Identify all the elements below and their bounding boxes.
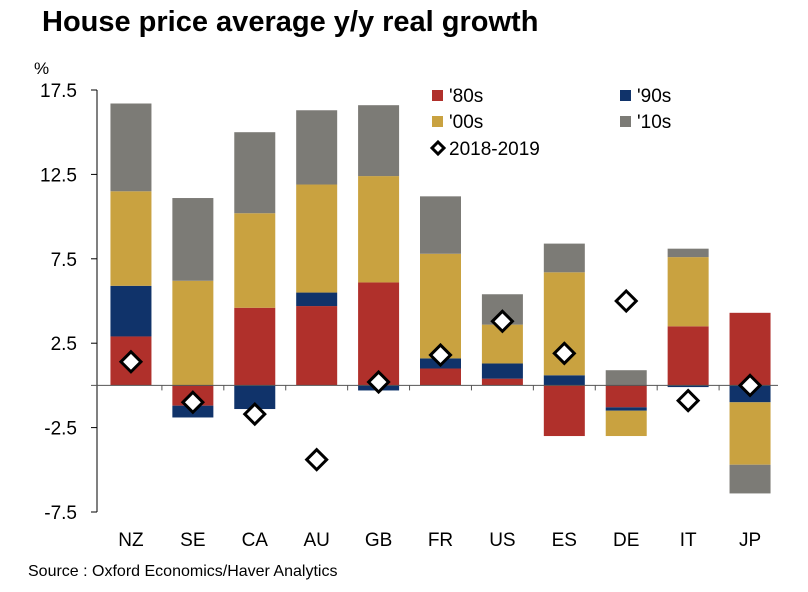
bar-segment-fr-10s — [420, 196, 461, 254]
bar-segment-es-80s — [543, 385, 585, 437]
x-tick-label-se: SE — [180, 530, 205, 551]
bar-segment-au-90s — [296, 292, 338, 307]
x-tick-label-fr: FR — [428, 530, 453, 551]
x-tick-label-it: IT — [680, 530, 697, 551]
bar-segment-ca-10s — [234, 132, 276, 214]
legend-swatch-80s — [432, 90, 443, 101]
x-tick-label-jp: JP — [739, 530, 761, 551]
bar-segment-au-80s — [296, 306, 338, 386]
bar-segment-it-10s — [667, 248, 709, 258]
legend-marker-2018-2019 — [429, 139, 447, 157]
legend-label-2018-2019: 2018-2019 — [449, 139, 540, 160]
bar-segment-gb-10s — [358, 105, 400, 177]
bar-segment-ca-00s — [234, 213, 276, 308]
y-tick-label: -7.5 — [44, 503, 77, 524]
bar-segment-se-10s — [172, 198, 214, 281]
marker-2018-2019-jp — [737, 373, 763, 398]
marker-2018-2019-de — [614, 288, 639, 314]
bar-segment-nz-00s — [110, 191, 152, 286]
bar-segment-au-00s — [296, 184, 338, 293]
marker-2018-2019-us — [490, 309, 515, 334]
bar-segment-es-10s — [543, 243, 585, 273]
x-tick-label-es: ES — [552, 530, 577, 551]
bar-segment-de-00s — [605, 410, 647, 437]
x-tick-label-ca: CA — [242, 530, 269, 551]
bar-segment-de-10s — [605, 370, 647, 386]
legend-swatch-00s — [432, 116, 443, 127]
marker-2018-2019-se — [180, 390, 205, 415]
y-tick-label: -2.5 — [44, 419, 77, 440]
bars-layer — [110, 103, 771, 494]
bar-segment-es-90s — [543, 375, 585, 386]
x-tick-label-nz: NZ — [118, 530, 144, 551]
marker-2018-2019-it — [676, 388, 701, 413]
y-tick-label: 17.5 — [40, 81, 77, 102]
bar-segment-fr-00s — [420, 253, 461, 359]
bar-segment-jp-00s — [729, 402, 771, 465]
source-note: Source : Oxford Economics/Haver Analytic… — [28, 563, 338, 580]
bar-segment-it-80s — [667, 326, 709, 386]
y-tick-label: 2.5 — [51, 334, 77, 355]
marker-2018-2019-fr — [428, 342, 453, 368]
x-tick-label-gb: GB — [365, 530, 392, 551]
y-axis-unit-label: % — [34, 59, 50, 78]
bar-segment-au-10s — [296, 110, 338, 185]
bar-segment-us-80s — [481, 378, 523, 386]
legend: '80s '90s '00s '10s 2018-2019 — [429, 86, 671, 160]
chart-title: House price average y/y real growth — [42, 6, 539, 38]
bar-segment-fr-80s — [420, 368, 461, 386]
bar-segment-nz-10s — [110, 103, 152, 192]
bar-segment-ca-90s — [234, 385, 276, 410]
y-tick-label: 7.5 — [51, 250, 77, 271]
bar-segment-nz-90s — [110, 285, 152, 337]
bar-segment-gb-00s — [358, 176, 400, 283]
bar-segment-us-90s — [481, 363, 523, 379]
bar-segment-jp-10s — [729, 464, 771, 494]
markers-layer — [118, 288, 763, 472]
x-tick-label-au: AU — [303, 530, 329, 551]
bar-segment-it-00s — [667, 257, 709, 327]
bar-segment-de-80s — [605, 385, 647, 408]
marker-2018-2019-es — [552, 341, 577, 366]
x-tick-label-us: US — [489, 530, 515, 551]
legend-label-00s: '00s — [449, 112, 483, 133]
marker-2018-2019-nz — [118, 349, 144, 374]
bar-segment-it-90s — [667, 385, 709, 388]
bar-segment-ca-80s — [234, 307, 276, 386]
y-tick-label: 12.5 — [40, 165, 77, 186]
legend-label-10s: '10s — [637, 112, 671, 133]
legend-swatch-10s — [620, 116, 631, 127]
bar-segment-se-00s — [172, 280, 214, 386]
bar-segment-gb-80s — [358, 282, 400, 386]
marker-2018-2019-ca — [242, 401, 267, 427]
bar-segment-de-90s — [605, 407, 647, 411]
marker-2018-2019-au — [304, 447, 329, 472]
axes-layer: 17.5 12.5 7.5 2.5 -2.5 -7.5 NZ SE CA AU GB FR US ES DE… — [40, 81, 778, 551]
legend-label-80s: '80s — [449, 86, 483, 107]
legend-label-90s: '90s — [637, 86, 671, 107]
marker-2018-2019-gb — [366, 369, 391, 395]
legend-swatch-90s — [620, 90, 631, 101]
x-tick-label-de: DE — [613, 530, 639, 551]
